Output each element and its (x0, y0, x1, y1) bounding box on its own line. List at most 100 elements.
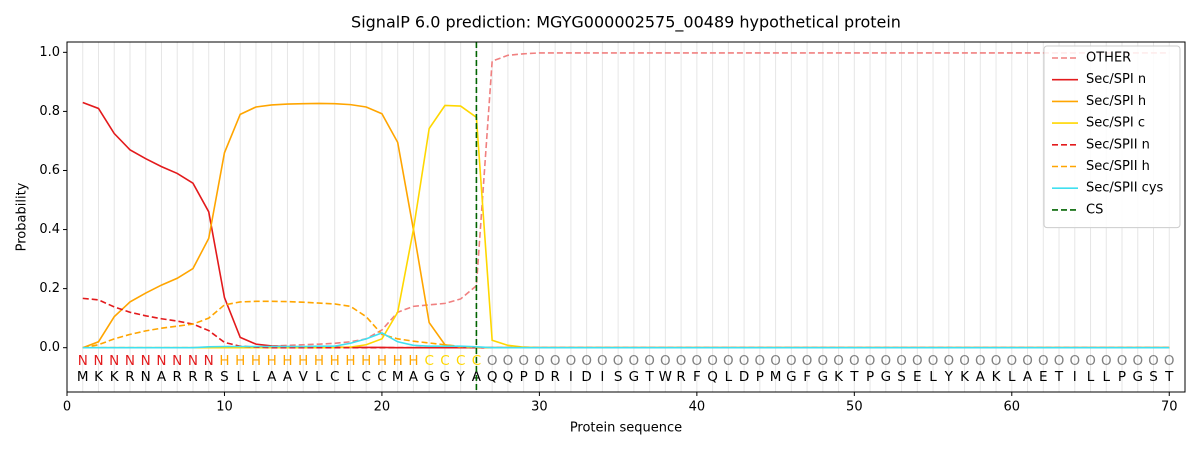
region-label: O (550, 353, 561, 369)
residue: K (110, 369, 120, 385)
x-tick-label: 60 (1004, 400, 1021, 415)
series-line (82, 102, 1170, 349)
region-label: O (644, 353, 655, 369)
region-label: O (1117, 353, 1128, 369)
residue: R (125, 369, 134, 385)
residue: L (252, 369, 260, 385)
region-label: H (235, 353, 245, 369)
residue: G (424, 369, 434, 385)
legend-label: Sec/SPII h (1086, 159, 1150, 174)
residue: L (1008, 369, 1016, 385)
region-label: H (298, 353, 308, 369)
region-label: O (692, 353, 703, 369)
residue: G (629, 369, 639, 385)
region-label: N (172, 353, 182, 369)
residue: D (581, 369, 591, 385)
region-label: O (833, 353, 844, 369)
residue: K (960, 369, 970, 385)
residue: N (141, 369, 151, 385)
residue: L (1103, 369, 1111, 385)
region-label: H (282, 353, 292, 369)
residue: R (204, 369, 213, 385)
residue: K (834, 369, 844, 385)
region-label: H (330, 353, 340, 369)
residue: E (913, 369, 922, 385)
residue: M (770, 369, 782, 385)
region-label: O (566, 353, 577, 369)
region-label: C (424, 353, 433, 369)
legend-label: Sec/SPII cys (1086, 181, 1164, 196)
series-line (82, 104, 1170, 349)
region-label: H (361, 353, 371, 369)
region-label: O (896, 353, 907, 369)
y-tick-label: 0.8 (39, 104, 60, 119)
residue: Q (487, 369, 498, 385)
region-label: N (188, 353, 198, 369)
residue: K (94, 369, 104, 385)
region-label: N (204, 353, 214, 369)
region-label: H (251, 353, 261, 369)
region-label: H (345, 353, 355, 369)
region-label: O (629, 353, 640, 369)
legend-box (1043, 45, 1181, 229)
plot-frame (66, 41, 1186, 393)
residue: L (1087, 369, 1095, 385)
residue: P (866, 369, 874, 385)
residue: Y (456, 369, 466, 385)
region-label: N (156, 353, 166, 369)
region-label: O (1085, 353, 1096, 369)
residue: F (693, 369, 701, 385)
residue: G (1133, 369, 1143, 385)
legend-label: Sec/SPI n (1086, 72, 1146, 87)
region-label: H (393, 353, 403, 369)
region-label: H (267, 353, 277, 369)
residue: V (299, 369, 309, 385)
region-label: O (1038, 353, 1049, 369)
residue: L (236, 369, 244, 385)
residue: G (818, 369, 828, 385)
legend: OTHER Sec/SPI n Sec/SPI h Sec/SPI c Sec/SPII… (1043, 45, 1181, 229)
region-label: O (518, 353, 529, 369)
series-line (82, 300, 1170, 349)
region-label: H (377, 353, 387, 369)
region-label: O (613, 353, 624, 369)
residue: T (1054, 369, 1064, 385)
x-tick-label: 50 (846, 400, 863, 415)
region-label: O (865, 353, 876, 369)
legend-label: Sec/SPI h (1086, 94, 1146, 109)
residue: Y (944, 369, 954, 385)
y-tick-label: 0.6 (39, 163, 60, 178)
residue: R (676, 369, 685, 385)
x-tick-label: 70 (1161, 400, 1178, 415)
region-label: N (78, 353, 88, 369)
x-tick-label: 40 (689, 400, 706, 415)
region-label: O (1164, 353, 1175, 369)
y-tick-label: 0.4 (39, 222, 60, 237)
region-label: O (802, 353, 813, 369)
residue: F (803, 369, 811, 385)
region-label: O (676, 353, 687, 369)
residue: D (534, 369, 544, 385)
region-label: O (1148, 353, 1159, 369)
residue: R (188, 369, 197, 385)
region-label: O (707, 353, 718, 369)
region-label: O (739, 353, 750, 369)
residue: P (756, 369, 764, 385)
region-label: O (597, 353, 608, 369)
residue: I (569, 369, 573, 385)
region-label: O (755, 353, 766, 369)
residue: L (725, 369, 733, 385)
legend-label: OTHER (1086, 51, 1131, 66)
region-label: O (503, 353, 514, 369)
residue: G (881, 369, 891, 385)
residue: L (315, 369, 323, 385)
residue: R (173, 369, 182, 385)
region-label: O (1101, 353, 1112, 369)
y-tick-label: 0.2 (39, 281, 60, 296)
residue: D (739, 369, 749, 385)
residue: C (377, 369, 386, 385)
region-label: O (818, 353, 829, 369)
series-line (82, 332, 1170, 349)
residue: G (440, 369, 450, 385)
x-tick-label: 30 (531, 400, 548, 415)
